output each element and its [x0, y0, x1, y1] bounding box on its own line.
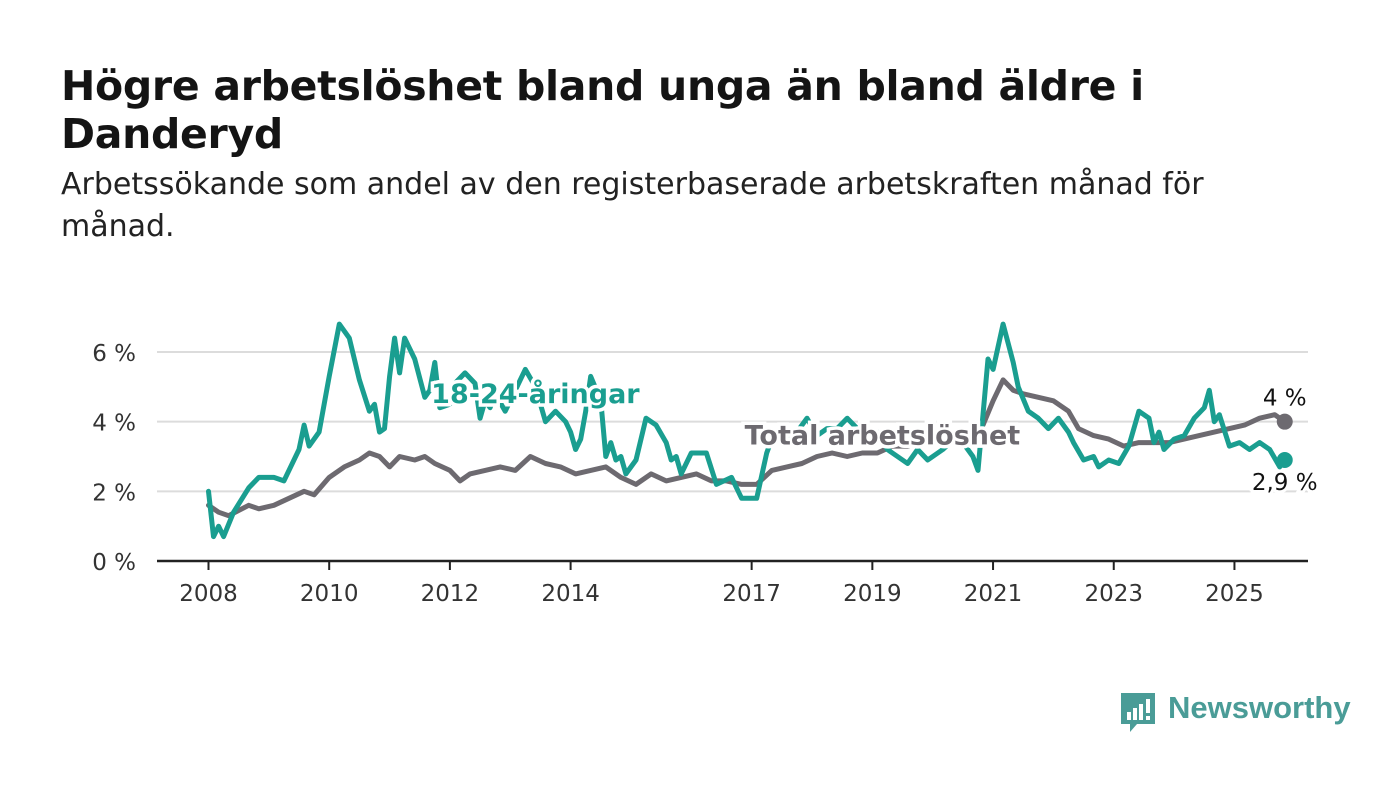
- newsworthy-logo: Newsworthy: [1118, 690, 1351, 736]
- series-end-point: [1276, 451, 1293, 468]
- x-tick-label: 2025: [1205, 581, 1264, 607]
- x-axis: 2008 2010 2012 2014 2017 2019 2021 2023 2025: [157, 559, 1308, 607]
- y-axis-ticks: 0 % 2 % 4 % 6 %: [92, 341, 136, 576]
- series-end-label: 2,9 %: [1252, 470, 1318, 496]
- y-tick-label: 4 %: [92, 411, 136, 437]
- series-label: 18-24-åringar: [431, 378, 640, 410]
- gridlines: [157, 351, 1308, 493]
- brand-name: Newsworthy: [1168, 690, 1351, 725]
- series-end-label: 4 %: [1263, 386, 1307, 412]
- y-tick-label: 6 %: [92, 341, 136, 367]
- series-end-point: [1276, 413, 1293, 430]
- x-tick-label: 2008: [179, 581, 238, 607]
- series-lines: [206, 321, 1288, 540]
- x-tick-label: 2023: [1084, 581, 1143, 607]
- chart-title: Högre arbetslöshet bland unga än bland ä…: [61, 62, 1144, 158]
- series-line: [206, 321, 1288, 540]
- line-chart: 0 % 2 % 4 % 6 % 2008 2010 2012 2014 2017 2019 202…: [92, 321, 1321, 607]
- x-tick-label: 2010: [300, 581, 359, 607]
- y-tick-label: 2 %: [92, 480, 136, 506]
- chart-subtitle: Arbetssökande som andel av den registerb…: [61, 167, 1204, 244]
- bar-chart-icon: [1121, 693, 1155, 732]
- y-tick-label: 0 %: [92, 550, 136, 576]
- x-tick-label: 2012: [421, 581, 480, 607]
- x-tick-label: 2017: [722, 581, 781, 607]
- x-tick-label: 2021: [964, 581, 1023, 607]
- series-labels: 2,9 % 4 % 18-24-åringar Total arbetslöshet: [428, 374, 1321, 499]
- x-tick-label: 2014: [541, 581, 600, 607]
- x-tick-label: 2019: [843, 581, 902, 607]
- series-label: Total arbetslöshet: [745, 421, 1021, 452]
